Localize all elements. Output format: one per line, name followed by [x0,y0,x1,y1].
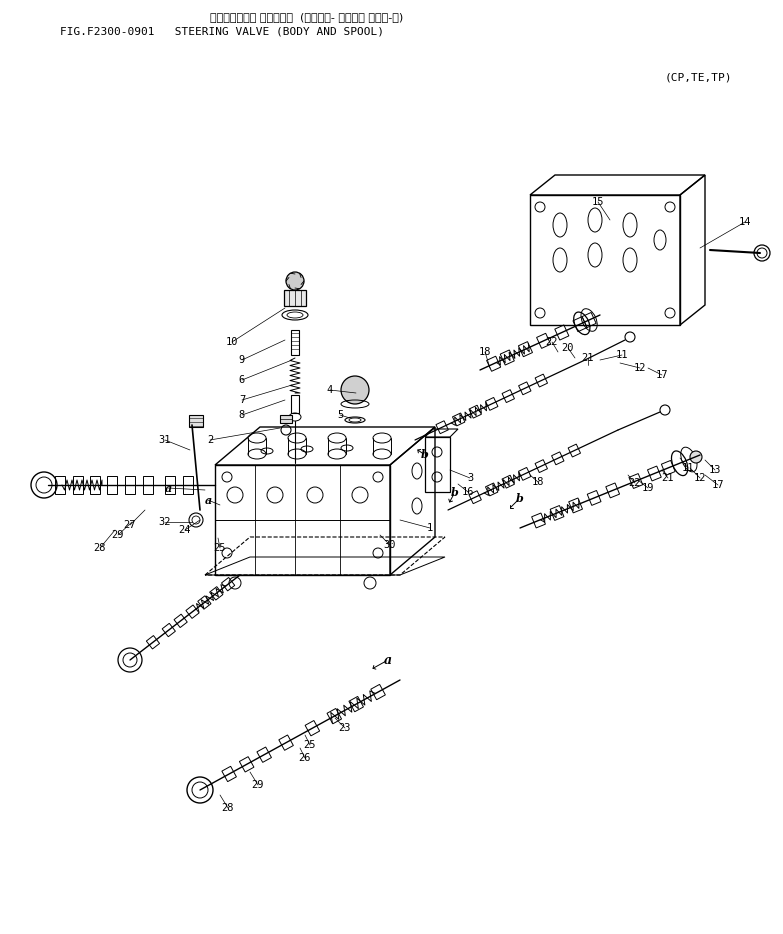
Text: 28: 28 [222,803,234,813]
Text: 30: 30 [384,540,396,550]
Text: 2: 2 [207,435,213,445]
Text: b: b [516,492,524,503]
Text: FIG.F2300-0901   STEERING VALVE (BODY AND SPOOL): FIG.F2300-0901 STEERING VALVE (BODY AND … [60,26,384,36]
Text: 19: 19 [642,483,655,493]
Text: 6: 6 [239,375,245,385]
Text: 17: 17 [712,480,724,490]
Bar [291,330,299,355]
Text: 23: 23 [339,723,352,733]
Bar [280,415,292,423]
Text: 4: 4 [327,385,333,395]
Text: 27: 27 [124,520,136,530]
Text: 29: 29 [112,530,124,540]
Text: 24: 24 [179,525,191,535]
Circle shape [341,376,369,404]
Bar [73,476,83,494]
Text: b: b [421,449,429,460]
Text: 10: 10 [226,337,238,347]
Bar [143,476,153,494]
Text: 11: 11 [682,463,695,473]
Text: a: a [204,494,211,505]
Text: 15: 15 [592,197,604,207]
Text: 29: 29 [252,780,264,790]
Text: 1: 1 [427,523,433,533]
Circle shape [690,451,702,463]
Text: 18: 18 [532,477,544,487]
Text: 3: 3 [467,473,473,483]
Text: 18: 18 [478,347,491,357]
Bar [530,195,680,325]
Text: 17: 17 [655,370,668,380]
Text: 11: 11 [615,350,628,360]
Text: 22: 22 [546,337,558,347]
Text: 12: 12 [633,363,646,373]
Text: 31: 31 [159,435,171,445]
Bar [107,476,117,494]
Text: 13: 13 [709,465,721,475]
Text: 16: 16 [462,487,474,497]
Bar [189,415,203,427]
Text: 12: 12 [694,473,706,483]
Text: 21: 21 [582,353,594,363]
Text: 21: 21 [662,473,674,483]
Text: 9: 9 [239,355,245,365]
Circle shape [286,272,304,290]
Text: b: b [451,487,459,498]
Text: 20: 20 [561,343,574,353]
Text: 5: 5 [337,410,343,420]
Text: (CP,TE,TP): (CP,TE,TP) [665,72,733,82]
Text: 25: 25 [304,740,316,750]
Text: 8: 8 [239,410,245,420]
Bar [165,476,175,494]
Text: ステアリング゚ パルプ  (ボディー- オヨピ スプ゚-ル): ステアリング゚ パルプ (ボディー- オヨピ スプ゚-ル) [210,12,403,22]
Bar [215,465,390,575]
Bar [55,476,65,494]
Text: 25: 25 [214,543,226,553]
Bar [125,476,135,494]
Text: 22: 22 [629,478,641,488]
Text: a: a [164,483,171,493]
Text: 32: 32 [159,517,171,527]
Text: 26: 26 [299,753,312,763]
Text: 28: 28 [94,543,106,553]
Bar [183,476,193,494]
Text: 7: 7 [239,395,245,405]
Text: 14: 14 [738,217,751,227]
Bar [90,476,100,494]
Text: a: a [384,654,392,667]
Bar [284,290,306,306]
Bar [291,395,299,413]
